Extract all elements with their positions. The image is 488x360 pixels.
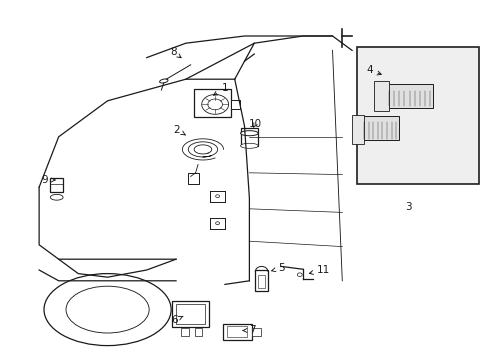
Bar: [386, 84, 432, 108]
Text: 6: 6: [170, 315, 183, 325]
Text: 2: 2: [173, 125, 185, 135]
Text: 10: 10: [248, 119, 261, 129]
Bar: [240, 128, 258, 146]
Bar: [258, 275, 264, 288]
Bar: [194, 328, 202, 336]
Bar: [181, 328, 188, 336]
Bar: [50, 178, 63, 192]
Bar: [251, 328, 260, 336]
Bar: [194, 89, 230, 117]
Bar: [223, 324, 251, 340]
Bar: [230, 100, 239, 109]
Text: 1: 1: [213, 83, 228, 95]
Bar: [227, 326, 246, 337]
Bar: [351, 115, 364, 144]
Text: 7: 7: [243, 325, 256, 336]
Bar: [361, 116, 398, 140]
Bar: [255, 270, 267, 291]
Text: 9: 9: [41, 175, 55, 185]
Text: 4: 4: [365, 65, 381, 75]
Bar: [176, 304, 205, 324]
Bar: [172, 301, 209, 327]
Ellipse shape: [240, 143, 258, 148]
Bar: [188, 173, 199, 184]
Ellipse shape: [50, 194, 63, 200]
Text: 8: 8: [170, 47, 181, 58]
Text: 5: 5: [271, 263, 284, 273]
Bar: [373, 81, 388, 111]
Ellipse shape: [240, 131, 258, 136]
Bar: [356, 47, 478, 184]
Text: 11: 11: [309, 265, 329, 275]
Text: 3: 3: [404, 202, 411, 212]
